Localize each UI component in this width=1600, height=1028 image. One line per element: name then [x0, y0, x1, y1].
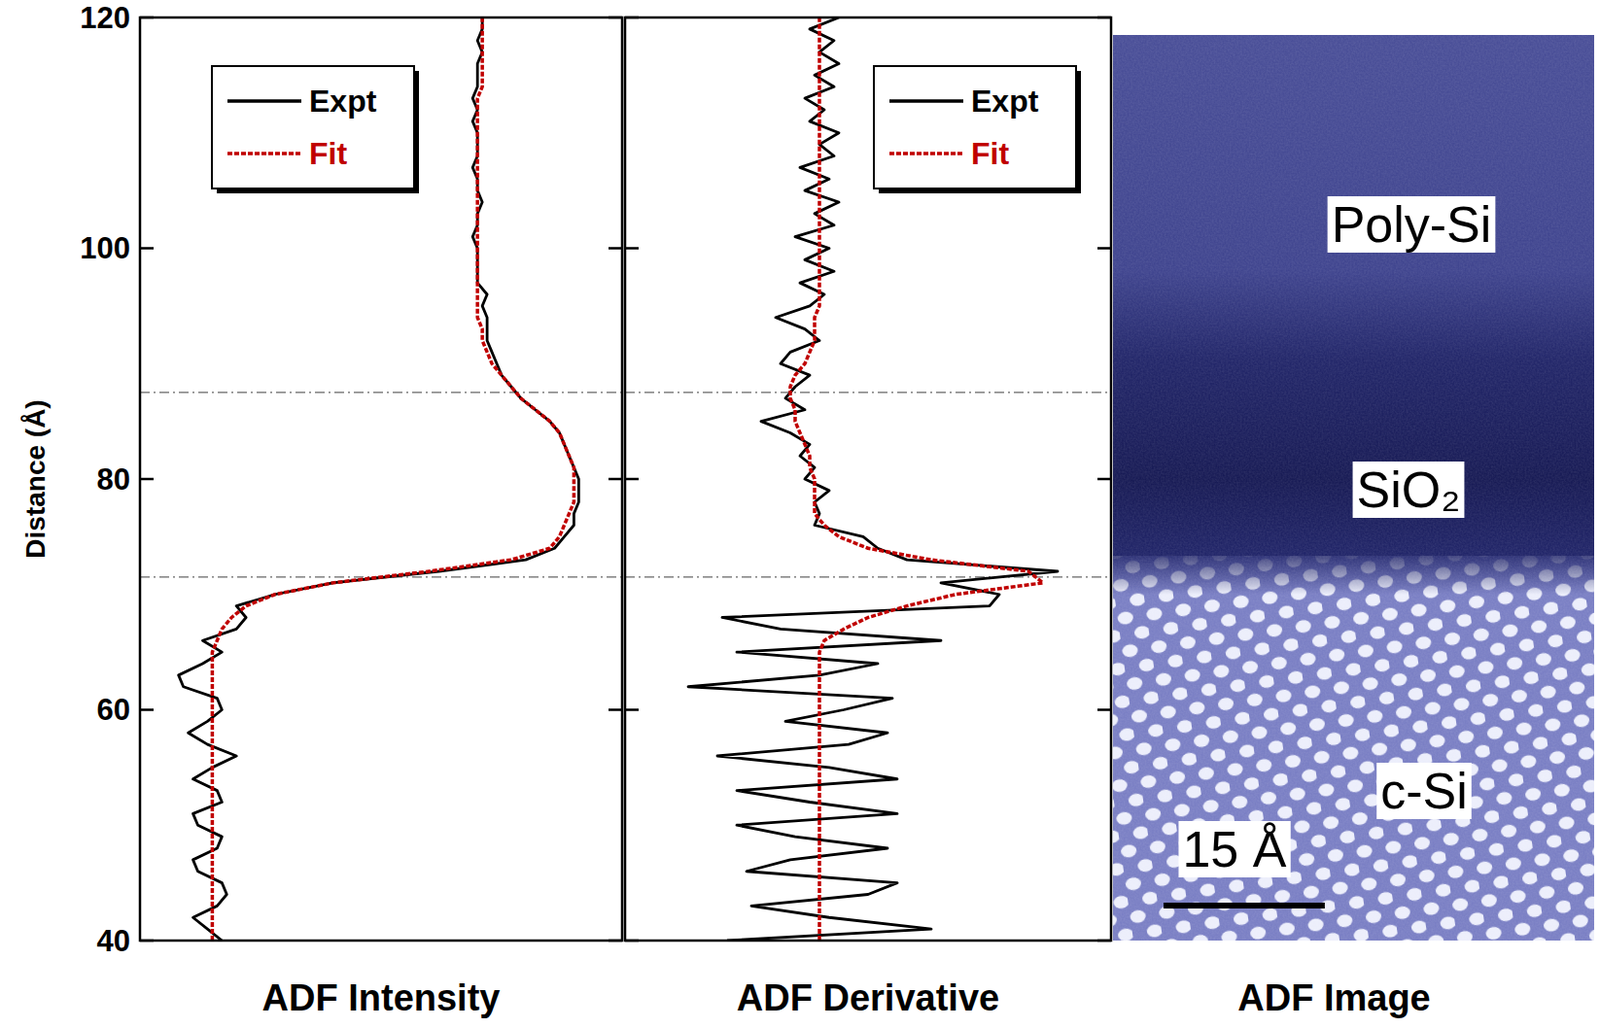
line-expt [178, 17, 580, 941]
legend-swatch [889, 99, 964, 104]
y-tick-label: 120 [79, 0, 131, 35]
image-noise [1113, 34, 1595, 941]
label-box [1327, 196, 1496, 253]
legend-label: Expt [309, 83, 378, 119]
legend-label: Fit [971, 136, 1009, 172]
y-tick [139, 478, 154, 482]
x-axis-title: ADF Intensity [262, 977, 501, 1019]
legend-swatch [227, 151, 302, 156]
y-tick-label: 80 [97, 462, 131, 497]
image-label: Poly-Si [1331, 196, 1493, 253]
y-axis-title: Distance (Å) [20, 399, 51, 558]
legend-label: Fit [309, 136, 348, 172]
legend: Expt Fit [211, 66, 419, 194]
line-fit [211, 17, 574, 941]
y-tick [608, 478, 623, 482]
reference-line [139, 391, 623, 393]
legend-swatch [227, 99, 302, 104]
series-group [178, 17, 580, 941]
image-label: c-Si [1380, 763, 1468, 820]
adf-image: Poly-Si SiO₂ c-Si 15 Å [1113, 34, 1595, 941]
legend: Expt Fit [873, 66, 1081, 194]
y-tick [139, 246, 154, 250]
y-tick [139, 939, 154, 943]
label-box [1178, 821, 1290, 878]
figure: 40 60 80 100 120 ADF Intensity Distance (Å) Exp… [0, 0, 1600, 1028]
legend-swatch [889, 151, 964, 156]
label-box [1376, 763, 1472, 820]
y-tick [608, 246, 623, 250]
legend-box [873, 66, 1077, 189]
y-tick-label: 40 [97, 924, 131, 959]
x-axis-title: ADF Derivative [736, 977, 1000, 1019]
y-tick [139, 16, 154, 20]
y-tick [1097, 478, 1112, 482]
legend-box [211, 66, 415, 189]
image-title: ADF Image [1237, 977, 1430, 1019]
y-tick [608, 16, 623, 20]
y-tick-label: 100 [79, 231, 131, 266]
y-tick [625, 16, 639, 20]
scale-bar [1163, 903, 1325, 909]
reference-line [625, 576, 1112, 578]
y-tick [625, 246, 639, 250]
reference-line [625, 391, 1112, 393]
y-tick [608, 939, 623, 943]
y-tick [139, 708, 154, 712]
y-tick [608, 708, 623, 712]
y-tick [1097, 939, 1112, 943]
label-box [1353, 461, 1465, 519]
y-tick [625, 478, 639, 482]
y-tick [1097, 16, 1112, 20]
y-tick-label: 60 [97, 693, 131, 728]
panel: ADF Derivative Expt Fit [625, 17, 1112, 1019]
image-label: SiO₂ [1356, 461, 1461, 519]
y-tick [1097, 246, 1112, 250]
image-label: 15 Å [1182, 821, 1287, 878]
legend-label: Expt [971, 83, 1040, 119]
plot-frame [139, 17, 623, 941]
y-tick [625, 939, 639, 943]
y-tick [1097, 708, 1112, 712]
plot-frame [625, 17, 1112, 941]
panel: 40 60 80 100 120 ADF Intensity Distance (Å) Exp… [20, 0, 624, 1020]
y-tick [625, 708, 639, 712]
